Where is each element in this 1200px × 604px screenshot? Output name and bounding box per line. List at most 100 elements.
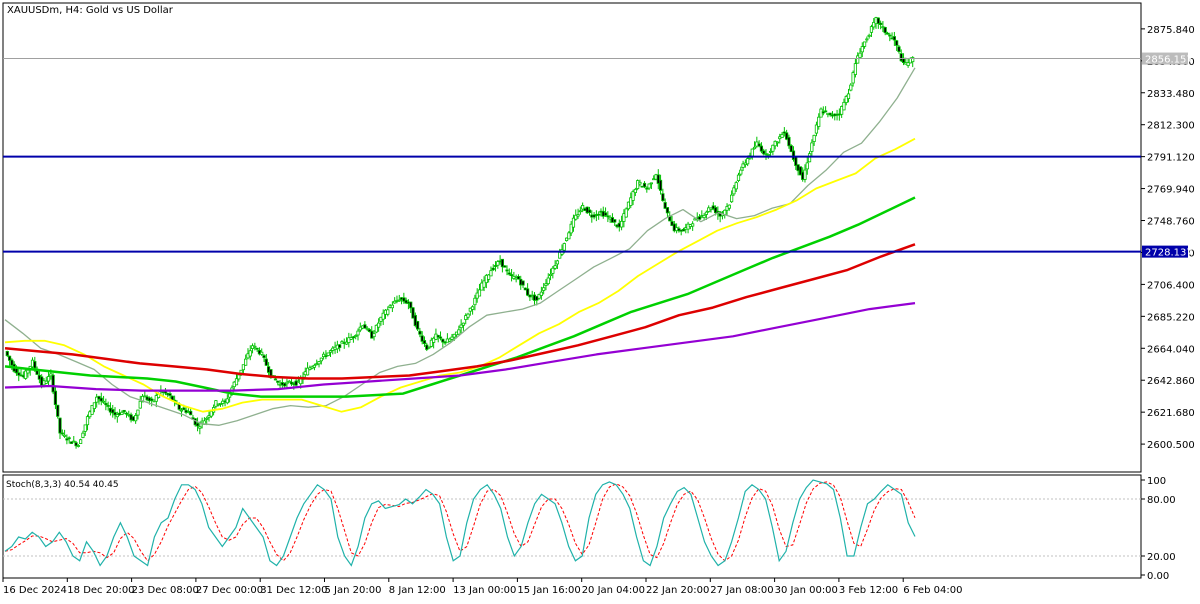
candle-body — [10, 359, 14, 366]
candle-body — [895, 40, 899, 46]
candle-body — [551, 267, 555, 274]
candle-body — [764, 153, 768, 155]
candle-body — [182, 407, 186, 411]
candle-body — [906, 62, 910, 66]
candle-body — [624, 208, 628, 218]
candle-body — [807, 153, 812, 163]
candle-body — [613, 219, 617, 223]
candle-body — [773, 140, 777, 147]
candle-body — [134, 415, 138, 422]
candle-body — [51, 374, 55, 393]
price-tick-label: 2685.220 — [1147, 312, 1195, 323]
candle-body — [140, 395, 145, 403]
candle-body — [844, 96, 848, 103]
candle-body — [33, 361, 37, 369]
candle-body — [381, 312, 385, 320]
candle-body — [888, 34, 892, 37]
candle-body — [911, 57, 915, 63]
candle-body — [824, 110, 828, 113]
candle-body — [319, 357, 323, 362]
hline-price-tag — [1142, 245, 1188, 258]
candle-body — [287, 380, 291, 383]
candle-body — [7, 355, 12, 361]
candle-body — [65, 438, 69, 441]
candle-body — [69, 441, 74, 444]
candle-body — [817, 116, 821, 127]
time-tick-label: 5 Jan 20:00 — [325, 585, 382, 596]
candle-body — [849, 84, 853, 91]
moving-average-yellow — [4, 137, 916, 413]
candle-body — [344, 341, 349, 345]
price-axis[interactable]: 2875.8402854.6602833.4802812.3002791.120… — [1141, 25, 1195, 451]
candle-body — [264, 358, 268, 366]
candle-body — [505, 269, 509, 272]
candle-body — [656, 174, 660, 184]
candle-body — [363, 324, 367, 329]
candle-body — [214, 400, 218, 407]
candle-body — [101, 400, 106, 403]
candle-body — [409, 301, 413, 309]
stochastic-axis[interactable]: 100 80.00 20.00 0.00 — [1141, 476, 1176, 582]
candle-body — [892, 36, 896, 41]
candle-body — [516, 276, 521, 280]
candle-body — [179, 409, 184, 412]
candle-body — [885, 32, 890, 35]
candle-body — [862, 41, 867, 47]
candle-body — [351, 336, 356, 339]
candle-body — [553, 265, 557, 269]
candle-body — [619, 220, 624, 228]
candle-body — [746, 158, 750, 165]
candle-body — [487, 274, 491, 280]
candle-body — [17, 372, 21, 376]
candle-body — [113, 412, 117, 416]
stochastic-panel[interactable]: Stoch(8,3,3) 40.54 40.45 — [2, 474, 1142, 579]
candle-body — [846, 93, 851, 99]
candle-body — [83, 424, 87, 432]
candle-body — [840, 106, 844, 115]
candle-body — [539, 291, 543, 296]
hline-price-label: 2728.137 — [1145, 248, 1193, 259]
candle-body — [521, 280, 525, 286]
candle-body — [81, 432, 85, 438]
candle-body — [457, 329, 461, 335]
candle-body — [496, 261, 500, 266]
candle-body — [374, 324, 378, 333]
time-tick-label: 27 Jan 08:00 — [710, 585, 773, 596]
candle-body — [752, 146, 757, 150]
price-candles — [5, 16, 915, 449]
candle-body — [645, 187, 649, 190]
candle-body — [415, 321, 420, 330]
candle-body — [663, 202, 667, 209]
price-tick-label: 2664.040 — [1147, 344, 1195, 355]
candle-body — [124, 412, 129, 415]
stochastic-lines — [3, 479, 1141, 567]
time-tick-label: 22 Jan 20:00 — [646, 585, 709, 596]
candle-body — [542, 287, 546, 291]
price-tick-label: 2833.480 — [1147, 89, 1195, 100]
candle-body — [736, 174, 741, 181]
candle-body — [92, 402, 96, 409]
price-tick-label: 2706.400 — [1147, 280, 1195, 291]
candle-body — [154, 395, 158, 402]
candle-body — [473, 297, 477, 306]
candle-body — [805, 162, 809, 170]
candle-body — [115, 414, 119, 418]
candle-body — [638, 181, 642, 185]
candle-body — [436, 334, 440, 338]
candle-body — [5, 351, 9, 357]
candle-body — [386, 309, 390, 315]
candle-body — [647, 183, 651, 189]
candle-body — [526, 288, 530, 296]
candle-body — [803, 169, 807, 180]
candle-body — [713, 207, 718, 214]
candle-body — [49, 373, 53, 377]
stochastic-tick-label: 0.00 — [1147, 571, 1169, 582]
candle-body — [665, 207, 670, 214]
price-tick-label: 2875.840 — [1147, 25, 1195, 36]
candle-body — [347, 337, 351, 343]
price-tick-label: 2621.680 — [1147, 408, 1195, 419]
main-panel[interactable]: XAUUSDm, H4: Gold vs US Dollar — [2, 2, 1142, 473]
